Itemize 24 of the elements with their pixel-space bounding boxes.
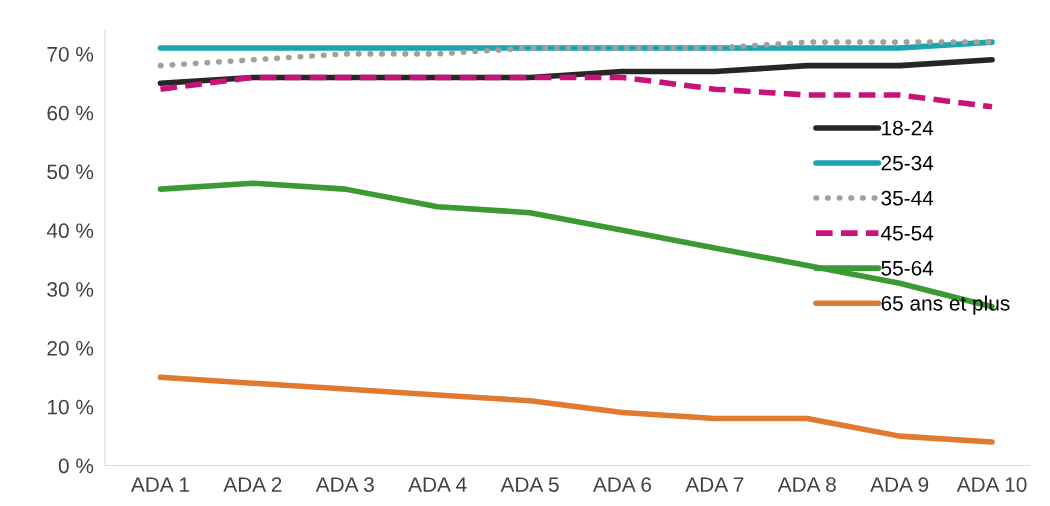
legend-label: 55-64 xyxy=(881,260,934,276)
x-tick-label: ADA 7 xyxy=(685,477,744,492)
x-tick-label: ADA 6 xyxy=(592,477,652,492)
x-tick-label: ADA 5 xyxy=(500,477,559,492)
x-tick-label: ADA 10 xyxy=(956,477,1027,492)
y-tick-label: 30 % xyxy=(47,282,94,297)
x-tick-label: ADA 3 xyxy=(315,477,374,492)
x-tick-label: ADA 9 xyxy=(870,477,929,492)
y-tick-label: 60 % xyxy=(47,105,94,121)
y-tick-label: 70 % xyxy=(47,46,94,62)
y-tick-label: 10 % xyxy=(47,399,94,415)
legend-label: 45-54 xyxy=(881,226,934,241)
x-tick-label: ADA 4 xyxy=(408,477,467,492)
y-tick-label: 20 % xyxy=(47,340,94,356)
legend-label: 65 ans et plus xyxy=(881,295,1010,315)
x-tick-label: ADA 1 xyxy=(130,477,189,492)
x-tick-label: ADA 8 xyxy=(777,477,836,492)
legend-label: 18-24 xyxy=(882,120,934,136)
y-tick-label: 0 % xyxy=(58,458,94,474)
y-tick-label: 50 % xyxy=(47,164,94,180)
legend-label: 35-44 xyxy=(881,190,934,206)
y-tick-label: 40 % xyxy=(46,223,94,239)
legend-label: 25-34 xyxy=(881,155,934,171)
x-tick-label: ADA 2 xyxy=(223,477,282,492)
